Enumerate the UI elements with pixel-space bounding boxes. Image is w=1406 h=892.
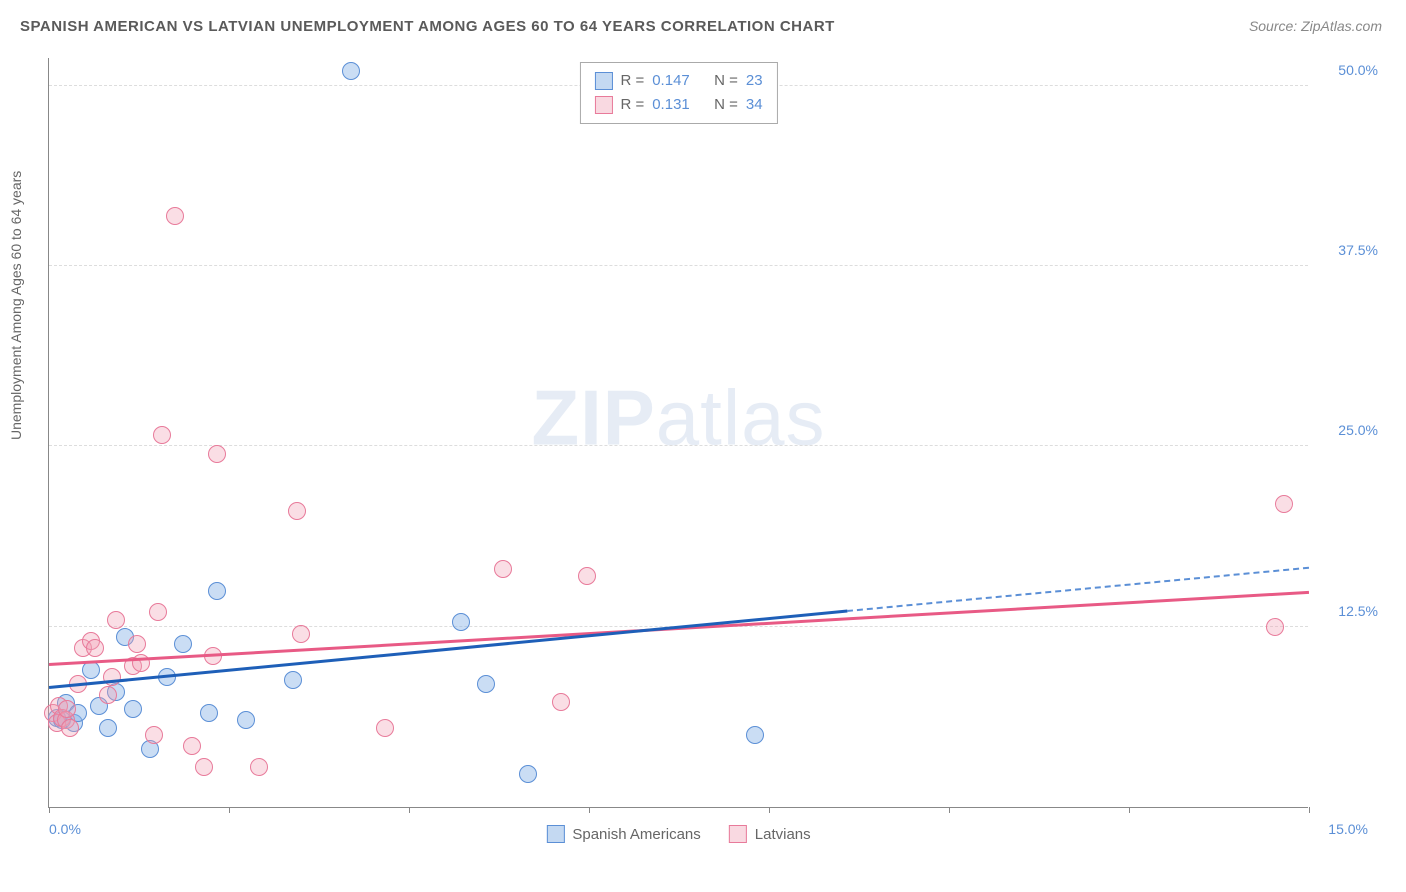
data-point [99, 686, 117, 704]
x-tick [229, 807, 230, 813]
watermark: ZIPatlas [531, 372, 825, 463]
x-tick [49, 807, 50, 813]
data-point [153, 426, 171, 444]
data-point [124, 700, 142, 718]
data-point [578, 567, 596, 585]
data-point [288, 502, 306, 520]
data-point [552, 693, 570, 711]
regression-line [49, 610, 847, 689]
data-point [103, 668, 121, 686]
gridline [49, 265, 1308, 266]
data-point [200, 704, 218, 722]
series-b-swatch [594, 96, 612, 114]
data-point [376, 719, 394, 737]
data-point [174, 635, 192, 653]
x-axis-max: 15.0% [1328, 821, 1368, 837]
data-point [237, 711, 255, 729]
y-tick-label: 25.0% [1338, 422, 1378, 438]
x-tick [1129, 807, 1130, 813]
data-point [145, 726, 163, 744]
data-point [58, 700, 76, 718]
y-axis-label: Unemployment Among Ages 60 to 64 years [8, 171, 24, 440]
legend-label-a: Spanish Americans [572, 826, 700, 843]
regression-line [49, 591, 1309, 666]
x-tick [409, 807, 410, 813]
data-point [1275, 495, 1293, 513]
x-tick [589, 807, 590, 813]
data-point [292, 625, 310, 643]
data-point [99, 719, 117, 737]
y-tick-label: 12.5% [1338, 603, 1378, 619]
data-point [149, 603, 167, 621]
data-point [494, 560, 512, 578]
data-point [208, 445, 226, 463]
data-point [82, 661, 100, 679]
data-point [284, 671, 302, 689]
x-axis-min: 0.0% [49, 821, 81, 837]
data-point [107, 611, 125, 629]
scatter-chart: ZIPatlas 12.5%25.0%37.5%50.0% R = 0.147 … [48, 58, 1308, 808]
data-point [166, 207, 184, 225]
series-legend: Spanish Americans Latvians [546, 825, 810, 843]
data-point [128, 635, 146, 653]
legend-swatch-pink [729, 825, 747, 843]
data-point [250, 758, 268, 776]
x-tick [949, 807, 950, 813]
data-point [519, 765, 537, 783]
data-point [61, 719, 79, 737]
data-point [477, 675, 495, 693]
data-point [1266, 618, 1284, 636]
data-point [183, 737, 201, 755]
y-tick-label: 50.0% [1338, 62, 1378, 78]
correlation-legend: R = 0.147 N = 23 R = 0.131 N = 34 [579, 62, 777, 124]
data-point [452, 613, 470, 631]
data-point [746, 726, 764, 744]
x-tick [769, 807, 770, 813]
data-point [342, 62, 360, 80]
chart-title: SPANISH AMERICAN VS LATVIAN UNEMPLOYMENT… [20, 18, 835, 35]
y-tick-label: 37.5% [1338, 242, 1378, 258]
source-label: Source: ZipAtlas.com [1249, 18, 1382, 34]
x-tick [1309, 807, 1310, 813]
data-point [86, 639, 104, 657]
legend-swatch-blue [546, 825, 564, 843]
data-point [195, 758, 213, 776]
data-point [208, 582, 226, 600]
legend-label-b: Latvians [755, 826, 811, 843]
gridline [49, 445, 1308, 446]
series-a-swatch [594, 72, 612, 90]
